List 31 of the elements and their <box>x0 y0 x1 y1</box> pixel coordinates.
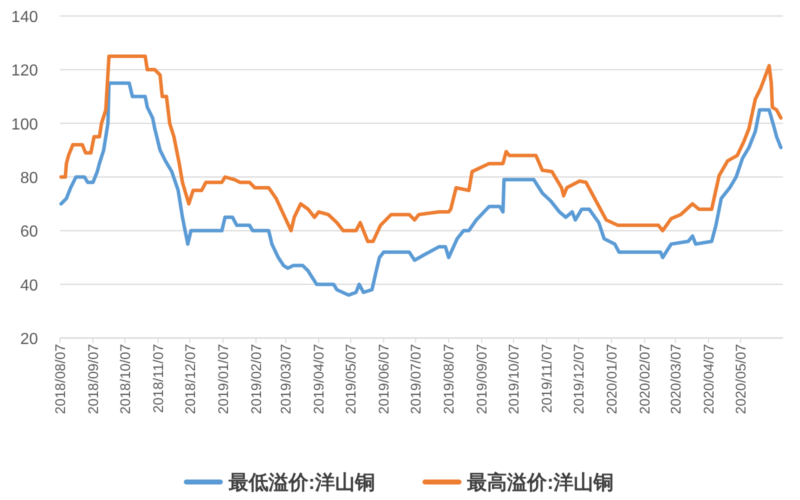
y-tick-label: 100 <box>11 116 38 134</box>
x-tick-label: 2018/10/07 <box>116 344 133 414</box>
y-tick-label: 80 <box>20 170 38 187</box>
x-tick-label: 2019/04/07 <box>310 344 327 414</box>
x-tick-label: 2019/01/07 <box>214 344 231 414</box>
x-tick-label: 2018/08/07 <box>52 344 68 414</box>
y-tick-label: 40 <box>20 277 38 294</box>
x-tick-label: 2018/12/07 <box>182 344 198 414</box>
legend-label: 最低溢价:洋山铜 <box>227 472 375 494</box>
x-tick-label: 2020/04/07 <box>700 344 716 414</box>
legend-label: 最高溢价:洋山铜 <box>466 471 614 494</box>
y-tick-label: 140 <box>11 9 38 26</box>
x-tick-label: 2019/07/07 <box>408 344 424 414</box>
x-tick-label: 2019/09/07 <box>474 344 490 414</box>
y-tick-label: 20 <box>20 331 38 348</box>
x-tick-label: 2019/12/07 <box>570 344 587 414</box>
x-tick-label: 2020/03/07 <box>667 344 684 414</box>
x-tick-label: 2019/08/07 <box>440 344 457 414</box>
x-tick-label: 2019/06/07 <box>376 344 392 414</box>
y-tick-label: 60 <box>20 224 38 241</box>
x-tick-label: 2018/11/07 <box>150 344 166 414</box>
y-tick-label: 120 <box>11 62 38 80</box>
x-tick-label: 2020/01/07 <box>604 344 620 414</box>
x-tick-label: 2019/02/07 <box>248 344 264 414</box>
x-tick-label: 2019/10/07 <box>506 344 522 414</box>
x-tick-label: 2020/05/07 <box>732 344 748 414</box>
x-tick-label: 2019/03/07 <box>278 344 294 414</box>
x-tick-label: 2019/05/07 <box>342 344 359 414</box>
x-tick-label: 2019/11/07 <box>538 344 555 414</box>
x-tick-label: 2018/09/07 <box>85 344 102 414</box>
x-tick-label: 2020/02/07 <box>636 344 653 414</box>
